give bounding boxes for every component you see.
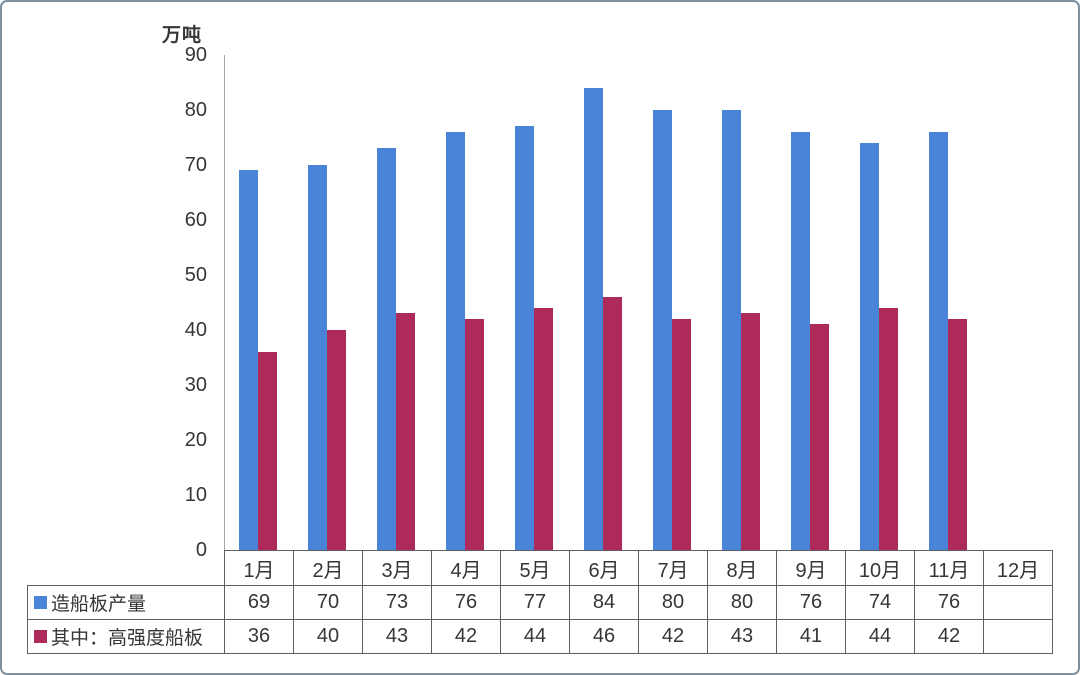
table-value-s2-m6: 46 <box>569 619 639 654</box>
y-tick-label-0: 0 <box>195 539 207 561</box>
y-tick-label-20: 20 <box>184 429 207 451</box>
table-value-s1-m5: 77 <box>500 585 570 620</box>
legend-item-s2: 其中：高强度船板 <box>27 619 225 654</box>
table-value-s2-m2: 40 <box>293 619 363 654</box>
table-value-s1-m11: 76 <box>914 585 984 620</box>
bar-s2-m7 <box>672 319 691 550</box>
bar-s2-m10 <box>879 308 898 550</box>
bar-s1-m9 <box>791 132 810 550</box>
table-value-s1-m8: 80 <box>707 585 777 620</box>
table-month-header-9: 9月 <box>776 550 846 586</box>
y-tick-label-70: 70 <box>184 154 207 176</box>
table-month-header-10: 10月 <box>845 550 915 586</box>
table-month-header-3: 3月 <box>362 550 432 586</box>
table-value-s1-m7: 80 <box>638 585 708 620</box>
table-value-s2-m5: 44 <box>500 619 570 654</box>
bar-s2-m6 <box>603 297 622 550</box>
bar-s2-m3 <box>396 313 415 550</box>
y-tick-label-10: 10 <box>184 484 207 506</box>
bar-s1-m4 <box>446 132 465 550</box>
table-value-s1-m4: 76 <box>431 585 501 620</box>
y-tick-label-40: 40 <box>184 319 207 341</box>
bar-s1-m1 <box>239 170 258 550</box>
table-value-s1-m12 <box>983 585 1053 620</box>
bar-s2-m5 <box>534 308 553 550</box>
bar-s1-m3 <box>377 148 396 550</box>
table-month-header-12: 12月 <box>983 550 1053 586</box>
table-value-s2-m8: 43 <box>707 619 777 654</box>
table-month-header-7: 7月 <box>638 550 708 586</box>
table-value-s1-m10: 74 <box>845 585 915 620</box>
legend-item-s1: 造船板产量 <box>27 585 225 620</box>
bar-s1-m10 <box>860 143 879 550</box>
table-value-s2-m7: 42 <box>638 619 708 654</box>
y-tick-label-50: 50 <box>184 264 207 286</box>
table-value-s2-m1: 36 <box>224 619 294 654</box>
y-axis-line <box>224 55 225 550</box>
bar-s2-m2 <box>327 330 346 550</box>
bar-s2-m4 <box>465 319 484 550</box>
table-month-header-4: 4月 <box>431 550 501 586</box>
table-value-s1-m6: 84 <box>569 585 639 620</box>
legend-swatch-icon <box>34 630 47 643</box>
table-month-header-11: 11月 <box>914 550 984 586</box>
bar-s2-m9 <box>810 324 829 550</box>
bar-s1-m2 <box>308 165 327 550</box>
legend-label: 造船板产量 <box>51 594 147 615</box>
y-tick-label-60: 60 <box>184 209 207 231</box>
bar-s1-m6 <box>584 88 603 550</box>
table-value-s1-m9: 76 <box>776 585 846 620</box>
bar-s1-m11 <box>929 132 948 550</box>
table-value-s2-m3: 43 <box>362 619 432 654</box>
table-value-s1-m2: 70 <box>293 585 363 620</box>
bar-s2-m1 <box>258 352 277 550</box>
table-month-header-1: 1月 <box>224 550 294 586</box>
bar-s2-m8 <box>741 313 760 550</box>
table-value-s2-m9: 41 <box>776 619 846 654</box>
table-value-s1-m3: 73 <box>362 585 432 620</box>
table-value-s2-m10: 44 <box>845 619 915 654</box>
table-value-s2-m4: 42 <box>431 619 501 654</box>
legend-label: 其中：高强度船板 <box>51 628 204 649</box>
table-value-s2-m12 <box>983 619 1053 654</box>
table-month-header-6: 6月 <box>569 550 639 586</box>
table-value-s2-m11: 42 <box>914 619 984 654</box>
table-month-header-8: 8月 <box>707 550 777 586</box>
bar-s1-m8 <box>722 110 741 550</box>
y-tick-label-80: 80 <box>184 99 207 121</box>
table-month-header-5: 5月 <box>500 550 570 586</box>
y-axis-unit-label: 万吨 <box>162 25 203 46</box>
legend-swatch-icon <box>34 596 47 609</box>
y-tick-label-90: 90 <box>184 44 207 66</box>
table-value-s1-m1: 69 <box>224 585 294 620</box>
bar-s2-m11 <box>948 319 967 550</box>
table-month-header-2: 2月 <box>293 550 363 586</box>
bar-s1-m5 <box>515 126 534 550</box>
bar-s1-m7 <box>653 110 672 550</box>
y-tick-label-30: 30 <box>184 374 207 396</box>
